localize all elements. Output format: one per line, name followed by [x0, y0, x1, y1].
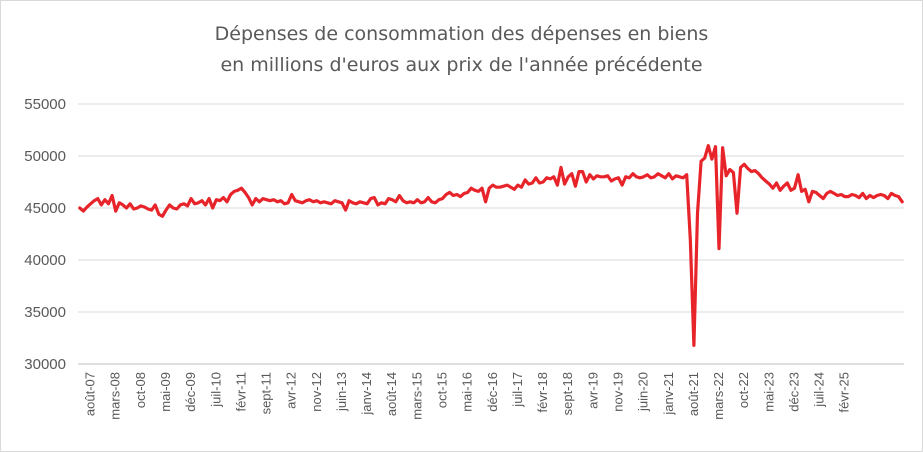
x-tick-label: avr-12 [284, 372, 299, 409]
x-tick-label: nov-19 [610, 372, 625, 412]
x-tick-label: déc-23 [786, 372, 801, 412]
x-tick-label: févr-18 [535, 372, 550, 412]
x-tick-label: mars-15 [409, 372, 424, 420]
series-line [78, 144, 904, 347]
x-tick-label: oct-22 [736, 372, 751, 408]
x-tick-label: oct-08 [133, 372, 148, 408]
x-tick-label: oct-15 [435, 372, 450, 408]
gridlines [78, 103, 904, 313]
x-tick-label: déc-16 [485, 372, 500, 412]
x-tick-label: juil-24 [812, 372, 827, 408]
chart-title: Dépenses de consommation des dépenses en… [214, 23, 709, 45]
x-tick-label: sept-11 [259, 372, 274, 414]
x-tick-label: mai-16 [460, 372, 475, 412]
x-tick-label: juin-13 [334, 372, 349, 412]
x-tick-label: juil-17 [510, 372, 525, 408]
x-tick-label: déc-09 [183, 372, 198, 412]
x-axis-ticks: août-07 mars-08 oct-08 mai-09 déc-09 juil-10 f… [83, 372, 852, 420]
y-tick-label: 45000 [24, 200, 66, 217]
chart-title-block: Dépenses de consommation des dépenses en… [1, 19, 922, 81]
x-tick-label: févr-11 [233, 372, 248, 412]
x-tick-label: mars-22 [711, 372, 726, 420]
x-tick-label: août-21 [686, 372, 701, 416]
x-tick-label: mai-23 [761, 372, 776, 412]
y-tick-label: 55000 [24, 96, 66, 113]
x-tick-label: janv-14 [359, 372, 374, 416]
y-tick-label: 30000 [24, 356, 66, 373]
x-tick-label: avr-19 [585, 372, 600, 409]
x-tick-label: juin-20 [636, 372, 651, 412]
data-series [78, 144, 904, 347]
x-tick-label: janv-21 [661, 372, 676, 416]
x-tick-label: nov-12 [309, 372, 324, 412]
x-tick-label: févr-25 [837, 372, 852, 412]
y-tick-label: 35000 [24, 304, 66, 321]
x-tick-label: juil-10 [208, 372, 223, 408]
x-tick-label: mars-08 [108, 372, 123, 420]
chart-subtitle: en millions d'euros aux prix de l'année … [220, 54, 703, 76]
y-tick-label: 50000 [24, 148, 66, 165]
x-tick-label: mai-09 [158, 372, 173, 412]
x-tick-label: août-14 [384, 372, 399, 416]
y-tick-label: 40000 [24, 252, 66, 269]
x-tick-label: août-07 [83, 372, 98, 416]
x-tick-label: sept-18 [560, 372, 575, 415]
y-axis-ticks: 30000 35000 40000 45000 50000 55000 [24, 96, 66, 373]
